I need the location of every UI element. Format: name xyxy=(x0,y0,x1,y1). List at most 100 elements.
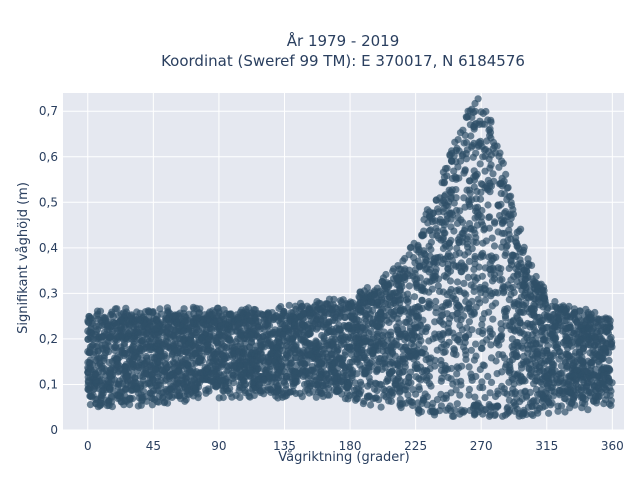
data-point xyxy=(456,391,464,399)
data-point xyxy=(146,389,154,397)
data-point xyxy=(291,315,299,323)
data-point xyxy=(215,316,223,325)
data-point xyxy=(157,377,165,385)
data-point xyxy=(224,322,232,330)
data-point xyxy=(96,360,104,368)
data-point xyxy=(517,308,526,316)
data-point xyxy=(134,402,142,410)
data-point xyxy=(334,314,342,323)
data-point xyxy=(94,347,102,355)
data-point xyxy=(453,336,462,344)
data-point xyxy=(404,334,412,342)
data-point xyxy=(323,341,331,349)
data-point xyxy=(148,335,156,343)
data-point xyxy=(291,302,299,310)
y-axis-title: Signifikant våghöjd (m) xyxy=(16,182,31,334)
data-point xyxy=(481,184,489,192)
data-point xyxy=(431,318,439,326)
data-point xyxy=(484,116,492,124)
data-point xyxy=(444,252,452,260)
data-point xyxy=(117,323,125,331)
data-point xyxy=(530,311,538,319)
data-point xyxy=(594,351,602,359)
data-point xyxy=(351,379,359,387)
data-point xyxy=(466,121,474,129)
data-point xyxy=(423,265,431,273)
data-point xyxy=(470,310,478,318)
data-point xyxy=(470,173,478,181)
data-point xyxy=(329,342,338,350)
data-point xyxy=(259,332,267,340)
data-point xyxy=(440,348,448,356)
data-point xyxy=(418,296,426,304)
data-point xyxy=(487,341,495,349)
data-point xyxy=(428,277,436,285)
data-point xyxy=(478,120,486,128)
data-point xyxy=(433,346,441,354)
x-tick-label: 270 xyxy=(470,439,493,453)
data-point xyxy=(328,360,336,368)
data-point xyxy=(206,311,214,319)
data-point xyxy=(459,150,467,158)
data-point xyxy=(485,412,493,420)
data-point xyxy=(421,390,429,398)
data-point xyxy=(330,295,338,303)
data-point xyxy=(507,291,515,299)
data-point xyxy=(395,265,403,273)
data-point xyxy=(518,395,526,403)
data-point xyxy=(522,285,530,294)
data-point xyxy=(444,373,452,382)
data-point xyxy=(292,389,300,398)
data-point xyxy=(444,202,452,210)
data-point xyxy=(409,386,417,394)
data-point xyxy=(515,244,523,253)
data-point xyxy=(474,203,482,211)
data-point xyxy=(561,395,570,403)
data-point xyxy=(520,330,528,338)
data-point xyxy=(98,321,106,330)
data-point xyxy=(195,358,203,366)
data-point xyxy=(108,364,116,372)
data-point xyxy=(491,411,499,419)
data-point xyxy=(502,170,510,178)
data-point xyxy=(450,346,459,354)
data-point xyxy=(465,318,473,326)
data-point xyxy=(557,374,565,383)
data-point xyxy=(271,328,279,337)
data-point xyxy=(582,383,591,391)
data-point xyxy=(134,331,142,339)
data-point xyxy=(457,406,465,414)
data-point xyxy=(351,334,360,343)
data-point xyxy=(473,187,481,196)
data-point xyxy=(434,282,442,290)
data-point xyxy=(377,403,385,411)
data-point xyxy=(505,226,513,234)
data-point xyxy=(162,375,170,384)
data-point xyxy=(466,189,474,197)
data-point xyxy=(554,407,562,415)
data-point xyxy=(471,393,479,401)
data-point xyxy=(485,224,493,232)
data-point xyxy=(464,273,472,281)
data-point xyxy=(470,283,478,291)
data-point xyxy=(153,382,161,390)
data-point xyxy=(136,316,144,324)
data-point xyxy=(410,254,418,262)
data-point xyxy=(395,275,403,283)
data-point xyxy=(412,373,420,381)
data-point xyxy=(508,201,516,210)
data-point xyxy=(488,234,496,242)
data-point xyxy=(281,321,289,330)
data-point xyxy=(488,290,496,298)
data-point xyxy=(479,315,487,323)
y-tick-label: 0 xyxy=(50,423,58,437)
data-point xyxy=(532,289,540,297)
data-point xyxy=(505,367,513,375)
data-point xyxy=(386,360,394,368)
data-point xyxy=(481,167,489,175)
data-point xyxy=(440,229,448,237)
data-point xyxy=(164,320,172,328)
data-point xyxy=(511,407,519,415)
data-point xyxy=(409,348,417,356)
data-point xyxy=(459,312,468,320)
